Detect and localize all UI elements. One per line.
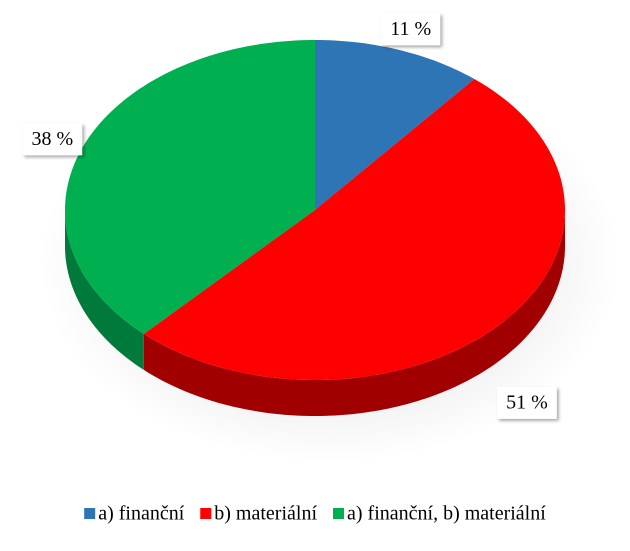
label-box [497,386,557,419]
legend-label: a) finanční, b) materiální [347,503,546,525]
legend-swatch [333,508,344,519]
label-box [381,13,441,46]
label-text: 38 % [32,128,74,150]
slice-side [65,210,144,370]
slice [143,79,565,380]
legend-label: b) materiální [214,503,317,525]
data-label: 51 % [497,386,557,419]
legend-swatch [84,508,96,519]
legend-label: a) finanční [98,503,185,525]
label-box [22,123,83,156]
slice [65,40,315,334]
legend-swatch [200,508,212,519]
label-text: 51 % [506,391,548,413]
label-text: 11 % [390,18,431,40]
data-label: 11 % [381,13,441,46]
slice-side [143,210,565,416]
data-label: 38 % [22,123,83,156]
slice [315,40,475,210]
